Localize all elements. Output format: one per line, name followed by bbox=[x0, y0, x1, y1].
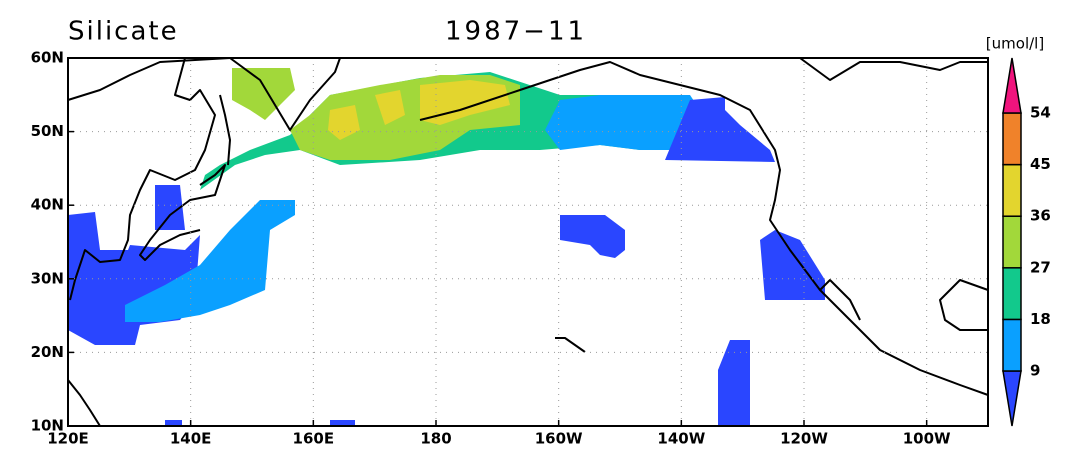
colorbar-segment bbox=[1002, 163, 1022, 217]
y-tick-label: 20N bbox=[31, 343, 64, 361]
colorbar-segment bbox=[1002, 318, 1022, 372]
field-layer bbox=[68, 68, 825, 426]
title: Silicate bbox=[68, 17, 179, 47]
colorbar-label: 36 bbox=[1030, 207, 1051, 225]
x-tick-label: 120W bbox=[780, 430, 828, 448]
coastline bbox=[819, 279, 861, 321]
x-tick-label: 100W bbox=[903, 430, 951, 448]
colorbar: 9 18 27 36 45 54 bbox=[1002, 57, 1051, 427]
y-tick-label: 30N bbox=[31, 269, 64, 287]
x-tick-label: 180 bbox=[420, 430, 451, 448]
x-tick-label: 120E bbox=[47, 430, 89, 448]
coastline bbox=[419, 61, 989, 396]
field-region bbox=[125, 200, 295, 322]
coastline bbox=[555, 337, 586, 353]
colorbar-segment bbox=[1002, 370, 1022, 427]
field-region bbox=[718, 340, 750, 426]
x-tick-label: 160W bbox=[535, 430, 583, 448]
axes: 120E 140E 160E 180 160W 140W 120W 100W 10N 20N 30N… bbox=[31, 49, 989, 448]
field-region bbox=[560, 215, 625, 258]
y-tick-label: 40N bbox=[31, 196, 64, 214]
colorbar-label: 9 bbox=[1030, 362, 1040, 380]
coastline bbox=[799, 57, 988, 81]
colorbar-segment bbox=[1002, 112, 1022, 166]
x-tick-label: 140W bbox=[657, 430, 705, 448]
coastlines bbox=[67, 57, 989, 427]
colorbar-segment bbox=[1002, 215, 1022, 269]
coastline bbox=[67, 57, 231, 101]
field-region bbox=[375, 90, 405, 125]
field-region bbox=[232, 68, 295, 120]
coastline bbox=[219, 94, 231, 166]
field-region bbox=[330, 420, 355, 426]
coastline bbox=[939, 279, 989, 331]
field-region bbox=[545, 95, 700, 150]
coastline bbox=[139, 164, 226, 261]
plot-frame bbox=[67, 57, 989, 427]
colorbar-label: 45 bbox=[1030, 155, 1051, 173]
x-tick-label: 160E bbox=[293, 430, 335, 448]
coastline bbox=[67, 379, 101, 427]
unit: [umol/l] bbox=[986, 35, 1044, 53]
field-region bbox=[760, 230, 825, 300]
field-region bbox=[165, 420, 182, 426]
colorbar-label: 18 bbox=[1030, 310, 1051, 328]
coastline bbox=[69, 57, 216, 301]
field-region bbox=[665, 97, 775, 162]
colorbar-label: 54 bbox=[1030, 104, 1051, 122]
date: 1987−11 bbox=[445, 17, 587, 47]
y-tick-label: 50N bbox=[31, 122, 64, 140]
y-tick-label: 10N bbox=[31, 417, 64, 435]
coastline bbox=[229, 57, 341, 131]
colorbar-segment bbox=[1002, 267, 1022, 321]
y-tick-label: 60N bbox=[31, 49, 64, 67]
colorbar-segment bbox=[1002, 57, 1022, 114]
x-tick-label: 140E bbox=[170, 430, 212, 448]
field-region bbox=[328, 105, 360, 140]
colorbar-label: 27 bbox=[1030, 258, 1051, 276]
field-region bbox=[155, 185, 185, 230]
